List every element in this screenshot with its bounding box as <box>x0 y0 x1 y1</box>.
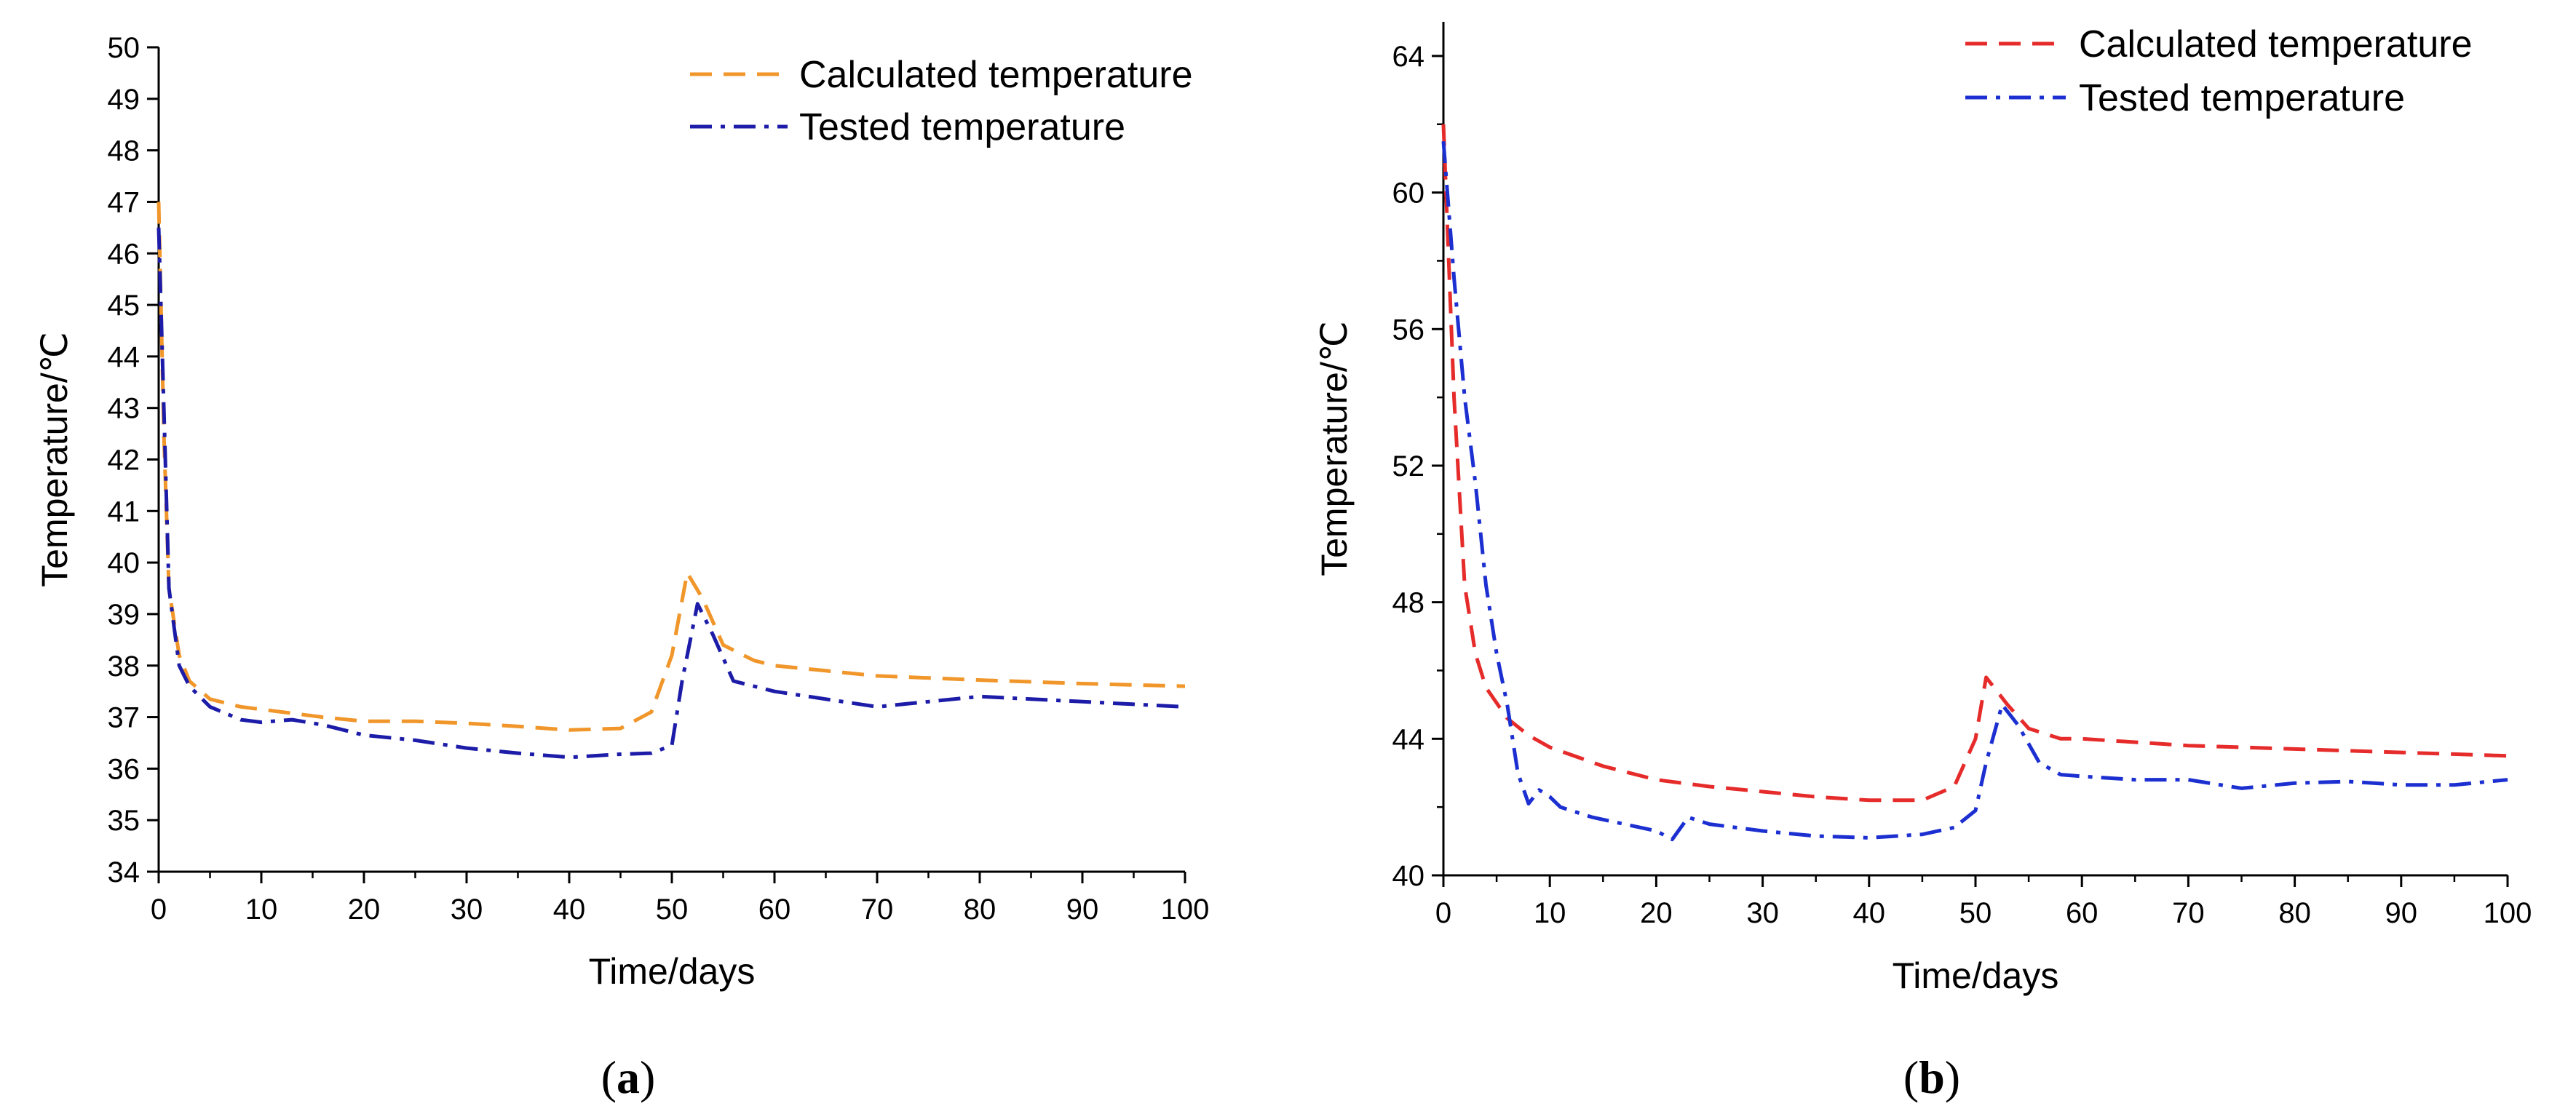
x-tick-label: 30 <box>451 894 483 926</box>
legend: Calculated temperature Tested temperature <box>690 54 1193 148</box>
x-tick-label: 0 <box>151 894 167 926</box>
y-tick-label: 37 <box>108 702 140 734</box>
x-axis-title: Time/days <box>589 951 756 992</box>
series-line-tested <box>1441 141 2508 842</box>
x-tick-label: 90 <box>2385 897 2418 929</box>
x-tick-label: 100 <box>2484 897 2532 929</box>
y-tick-label: 64 <box>1392 41 1425 73</box>
x-tick-label: 10 <box>1534 897 1566 929</box>
y-tick-label: 43 <box>108 393 140 425</box>
x-tick-label: 10 <box>245 894 278 926</box>
x-tick-label: 90 <box>1066 894 1099 926</box>
x-tick-label: 100 <box>1161 894 1210 926</box>
legend-label: Calculated temperature <box>2079 23 2473 65</box>
x-tick-label: 20 <box>348 894 381 926</box>
x-tick-label: 40 <box>1853 897 1886 929</box>
x-tick-label: 70 <box>861 894 894 926</box>
y-tick-label: 35 <box>108 805 140 837</box>
x-tick-label: 20 <box>1640 897 1673 929</box>
x-tick-label: 50 <box>1959 897 1992 929</box>
y-tick-label: 36 <box>108 753 140 785</box>
y-tick-label: 47 <box>108 186 140 218</box>
y-tick-label: 52 <box>1392 450 1425 482</box>
y-tick-label: 40 <box>108 547 140 579</box>
y-tick-label: 45 <box>108 290 140 322</box>
x-tick-label: 80 <box>964 894 996 926</box>
x-tick-label: 60 <box>2066 897 2099 929</box>
x-tick-label: 30 <box>1746 897 1779 929</box>
legend-label: Tested temperature <box>2079 77 2405 119</box>
y-tick-label: 38 <box>108 651 140 683</box>
panel-label: (a) <box>601 1051 656 1103</box>
series-line-calculated <box>156 202 1186 732</box>
y-tick-label: 40 <box>1392 860 1425 892</box>
y-tick-label: 48 <box>1392 587 1425 619</box>
panel-label: (b) <box>1903 1051 1960 1103</box>
y-tick-label: 49 <box>108 84 140 116</box>
y-tick-label: 41 <box>108 496 140 528</box>
y-tick-label: 48 <box>108 135 140 167</box>
x-tick-label: 80 <box>2278 897 2311 929</box>
y-tick-label: 34 <box>108 856 140 888</box>
y-tick-label: 44 <box>1392 723 1425 755</box>
y-tick-label: 46 <box>108 238 140 270</box>
series-line-calculated <box>1441 124 2508 803</box>
y-tick-label: 50 <box>108 32 140 64</box>
panel-a-chart: 0 10 20 30 40 50 60 70 80 90 100 34 35 36 37 38 39 40 41 42… <box>34 32 1209 1103</box>
x-tick-label: 0 <box>1435 897 1451 929</box>
series-line-tested <box>156 227 1186 760</box>
legend-label: Tested temperature <box>799 106 1125 148</box>
x-axis-title: Time/days <box>1893 955 2059 996</box>
x-tick-label: 50 <box>656 894 689 926</box>
x-tick-label: 70 <box>2172 897 2205 929</box>
y-axis-title: Temperature/℃ <box>34 332 75 587</box>
legend: Calculated temperature Tested temperature <box>1965 23 2473 119</box>
legend-label: Calculated temperature <box>799 54 1193 96</box>
y-tick-label: 56 <box>1392 314 1425 346</box>
y-axis-title: Temperature/℃ <box>1314 321 1355 576</box>
panel-b-chart: 0 10 20 30 40 50 60 70 80 90 100 40 44 48 52 56 60 64 Time… <box>1314 22 2532 1103</box>
y-tick-label: 42 <box>108 445 140 477</box>
x-tick-label: 60 <box>758 894 791 926</box>
y-tick-label: 39 <box>108 599 140 631</box>
y-tick-label: 44 <box>108 341 140 373</box>
x-tick-label: 40 <box>553 894 586 926</box>
y-tick-label: 60 <box>1392 178 1425 210</box>
